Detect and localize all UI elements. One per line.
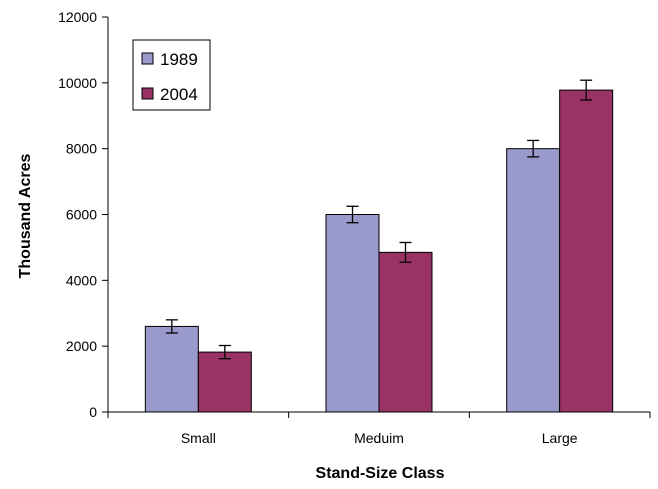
y-tick-label: 12000 (58, 9, 97, 25)
y-tick-label: 10000 (58, 75, 97, 91)
bar-1989-small (144, 325, 199, 413)
y-axis: 0 2000 4000 6000 8000 10000 12000 (58, 9, 109, 420)
legend-label-1989: 1989 (160, 50, 198, 69)
legend-swatch-1989 (141, 52, 154, 65)
bar-1989-large (506, 148, 561, 413)
y-axis-title: Thousand Acres (17, 154, 34, 279)
bar-2004-large (559, 89, 614, 413)
y-tick-label: 2000 (66, 338, 97, 354)
error-bars (165, 79, 593, 360)
legend-swatch-2004 (141, 87, 154, 100)
y-tick-label: 4000 (66, 272, 97, 288)
bars (144, 89, 614, 413)
legend-label-2004: 2004 (160, 85, 198, 104)
x-tick-label: Large (542, 430, 578, 446)
y-tick-label: 8000 (66, 141, 97, 157)
bar-2004-small (197, 351, 252, 413)
y-tick-label: 6000 (66, 207, 97, 223)
x-tick-label: Meduim (354, 430, 404, 446)
y-tick-label: 0 (89, 404, 97, 420)
x-axis-title: Stand-Size Class (316, 465, 445, 482)
bar-1989-meduim (325, 214, 380, 413)
legend: 1989 2004 (132, 39, 211, 111)
x-axis: Small Meduim Large (107, 411, 651, 446)
bar-2004-meduim (378, 251, 433, 413)
x-tick-label: Small (181, 430, 216, 446)
